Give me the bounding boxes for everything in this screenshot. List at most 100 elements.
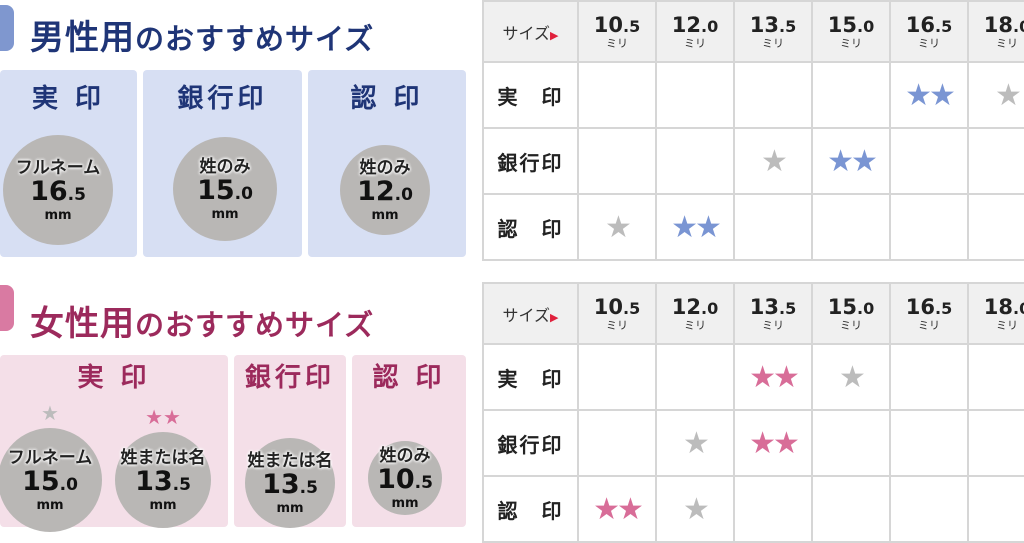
- table-cell: [655, 61, 735, 129]
- circle-label: フルネーム: [15, 158, 101, 178]
- size-unit: ミリ: [606, 36, 628, 50]
- size-header-cell: サイズ▶: [482, 0, 579, 63]
- table-cell: [811, 193, 891, 261]
- size-unit: ミリ: [762, 36, 784, 50]
- circle-size: 13.5: [262, 469, 318, 500]
- table-cell: [655, 343, 735, 411]
- table-cell: ★: [577, 193, 657, 261]
- table-cell: ★★: [811, 127, 891, 195]
- table-cell: ★★: [733, 343, 813, 411]
- women-size-circle: 姓のみ 10.5 mm: [368, 441, 442, 515]
- men-title-main: 男性用: [30, 18, 135, 58]
- table-cell: [889, 409, 969, 477]
- table-cell: ★★: [889, 61, 969, 129]
- men-size-table: サイズ▶10.5ミリ12.0ミリ13.5ミリ15.0ミリ16.5ミリ18.0ミリ…: [482, 0, 1024, 261]
- table-cell: [811, 475, 891, 543]
- women-panel-heading: 実 印: [77, 363, 151, 393]
- table-cell: [733, 475, 813, 543]
- circle-label: 姓または名: [247, 451, 333, 471]
- man-icon: [0, 5, 14, 51]
- circle-label: 姓のみ: [199, 157, 251, 177]
- size-value: 13.5: [749, 12, 797, 37]
- size-column-header: 18.0ミリ: [967, 0, 1024, 63]
- circle-unit: mm: [36, 498, 64, 513]
- women-panel-heading: 銀行印: [244, 363, 335, 393]
- row-label: 銀行印: [482, 409, 579, 477]
- men-panel-heading: 実 印: [31, 84, 106, 114]
- table-cell: ★: [655, 409, 735, 477]
- size-column-header: 12.0 ミリ: [655, 0, 735, 63]
- size-value: 18.0: [983, 294, 1024, 319]
- size-column-header: 10.5 ミリ: [577, 0, 657, 63]
- table-cell: ★: [733, 127, 813, 195]
- size-value: 16.5: [905, 12, 953, 37]
- star-rating-icon: ★: [605, 209, 632, 245]
- women-title-rest: のおすすめサイズ: [135, 308, 375, 342]
- men-size-circle: 姓のみ 15.0 mm: [173, 137, 277, 241]
- size-column-header: 12.0 ミリ: [655, 282, 735, 345]
- women-panel-heading: 認 印: [372, 363, 446, 393]
- size-unit: ミリ: [840, 318, 862, 332]
- table-cell: [733, 193, 813, 261]
- table-cell: ★: [655, 475, 735, 543]
- size-value: 15.0: [827, 294, 875, 319]
- table-cell: [811, 61, 891, 129]
- star-rating-icon: ★★: [671, 209, 722, 245]
- table-row: 認 印★★★: [482, 475, 1024, 543]
- size-unit: ミリ: [996, 36, 1018, 50]
- table-row: 認 印★★★: [482, 193, 1024, 261]
- circle-size: 16.5: [30, 176, 86, 207]
- row-label: 実 印: [482, 343, 579, 411]
- men-title: 男性用のおすすめサイズ: [30, 10, 374, 59]
- size-value: 12.0: [671, 12, 719, 37]
- table-row: 銀行印 ★ ★★: [482, 409, 1024, 477]
- size-unit: ミリ: [762, 318, 784, 332]
- table-cell: ★★: [577, 475, 657, 543]
- women-size-circle: 姓または名 13.5 mm: [115, 432, 211, 528]
- men-panel-heading: 銀行印: [177, 84, 268, 114]
- circle-label: 姓または名: [120, 448, 206, 468]
- size-unit: ミリ: [684, 318, 706, 332]
- men-title-rest: のおすすめサイズ: [135, 22, 375, 56]
- women-title-main: 女性用: [30, 304, 135, 344]
- woman-icon: [0, 285, 14, 331]
- circle-unit: mm: [149, 498, 177, 513]
- star-rating-icon: ★★: [749, 425, 800, 461]
- table-cell: [577, 409, 657, 477]
- table-cell: [967, 409, 1024, 477]
- circle-unit: mm: [276, 501, 304, 516]
- table-cell: [733, 61, 813, 129]
- star-icon: ★★: [145, 405, 181, 429]
- size-column-header: 13.5 ミリ: [733, 0, 813, 63]
- table-cell: [889, 127, 969, 195]
- table-row: 銀行印 ★ ★★: [482, 127, 1024, 195]
- table-cell: [577, 61, 657, 129]
- size-unit: ミリ: [996, 318, 1018, 332]
- circle-unit: mm: [211, 207, 239, 222]
- row-label: 認 印: [482, 475, 579, 543]
- star-icon: ★: [41, 401, 59, 425]
- circle-size: 12.0: [357, 176, 413, 207]
- table-cell: ★: [811, 343, 891, 411]
- table-cell: [889, 193, 969, 261]
- size-value: 12.0: [671, 294, 719, 319]
- size-column-header: 15.0 ミリ: [811, 282, 891, 345]
- women-size-circle: 姓または名 13.5 mm: [245, 438, 335, 528]
- size-unit: ミリ: [918, 36, 940, 50]
- star-rating-icon: ★: [683, 425, 710, 461]
- circle-label: 姓のみ: [379, 446, 431, 466]
- women-size-table: サイズ▶10.5ミリ12.0ミリ13.5ミリ15.0ミリ16.5ミリ18.0ミリ…: [482, 282, 1024, 543]
- men-size-circle: フルネーム 16.5 mm: [3, 135, 113, 245]
- size-value: 10.5: [593, 294, 641, 319]
- table-cell: [577, 127, 657, 195]
- row-label: 銀行印: [482, 127, 579, 195]
- table-row: 実 印 ★★ ★: [482, 61, 1024, 129]
- circle-unit: mm: [371, 208, 399, 223]
- table-cell: [889, 343, 969, 411]
- arrow-right-icon: ▶: [550, 28, 559, 42]
- star-rating-icon: ★★: [593, 491, 644, 527]
- table-cell: [811, 409, 891, 477]
- size-column-header: 10.5 ミリ: [577, 282, 657, 345]
